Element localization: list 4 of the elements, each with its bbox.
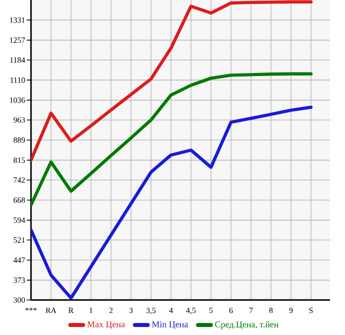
legend-label: Min Цена: [152, 321, 188, 330]
legend-label: Сред.Цена, т.йен: [215, 321, 279, 330]
legend-label: Max Цена: [87, 321, 125, 330]
line-series: [31, 72, 313, 207]
